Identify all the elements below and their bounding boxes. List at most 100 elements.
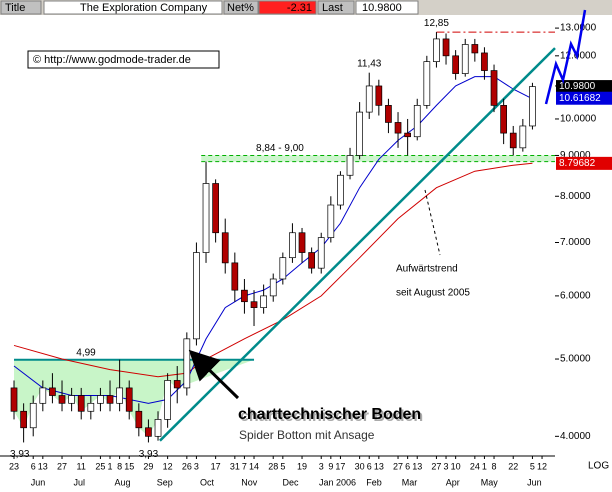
candle-body: [241, 289, 248, 303]
trend-note: seit August 2005: [396, 288, 470, 299]
x-tick-label: 24: [470, 461, 480, 471]
candle-body: [39, 387, 47, 404]
candle-body: [375, 85, 383, 106]
month-label: Mar: [402, 477, 418, 487]
candle-body: [154, 419, 162, 437]
candle-body: [135, 410, 143, 429]
header-cell: [355, 0, 419, 15]
month-label: Nov: [241, 477, 258, 487]
x-tick-label: 13: [374, 461, 384, 471]
x-tick-label: 11: [77, 461, 86, 471]
background-layer: [14, 155, 555, 437]
header-cell: [43, 0, 223, 15]
candle-body: [183, 338, 191, 389]
month-label: Jun: [527, 477, 542, 487]
candle-body: [250, 301, 258, 308]
y-tick-label: 6.0000: [560, 291, 591, 302]
point-label: 12,85: [424, 18, 449, 29]
x-tick-label: 13: [38, 461, 48, 471]
trend-note: Aufwärtstrend: [396, 264, 458, 275]
x-tick-label: 9: [328, 461, 333, 471]
copyright: © http://www.godmode-trader.de: [33, 54, 191, 66]
x-tick-label: 17: [335, 461, 345, 471]
candle-body: [442, 38, 450, 57]
y-tick-label: 9.0000: [560, 150, 591, 161]
header-last: 10.9800: [362, 2, 402, 14]
candle-body: [298, 232, 306, 253]
level-zone: [14, 359, 255, 437]
candle-body: [68, 395, 75, 404]
candle-body: [77, 395, 85, 412]
x-tick-label: 23: [9, 461, 19, 471]
x-tick-label: 12: [537, 461, 547, 471]
level-label: 4,99: [76, 347, 96, 358]
point-label: 11,43: [357, 58, 382, 69]
candle-body: [509, 132, 517, 149]
y-tick-label: 8.0000: [560, 191, 591, 202]
month-label: Feb: [366, 477, 382, 487]
candle-body: [356, 111, 363, 156]
x-tick-label: 7: [242, 461, 247, 471]
candle-body: [365, 85, 373, 113]
candle-body: [260, 295, 267, 308]
y-tick-label: 4.0000: [560, 431, 591, 442]
month-label: Apr: [446, 477, 460, 487]
candle-body: [87, 402, 95, 412]
candle-body: [106, 395, 114, 404]
x-tick-label: 30: [355, 461, 365, 471]
candle-body: [58, 395, 66, 404]
x-tick-label: 17: [211, 461, 221, 471]
price-tag-label: 8.79682: [559, 158, 596, 169]
month-label: Dec: [283, 477, 300, 487]
x-tick-label: 1: [108, 461, 113, 471]
note-connector: [424, 189, 441, 256]
candle-body: [116, 387, 123, 404]
month-label: May: [481, 477, 499, 487]
x-tick-label: 31: [230, 461, 240, 471]
month-label: Oct: [200, 477, 215, 487]
candle-body: [10, 387, 18, 412]
price-tag: [556, 91, 612, 105]
trendline: [159, 47, 556, 442]
price-tag-label: 10.61682: [559, 93, 601, 104]
point-label: 3,93: [139, 449, 159, 460]
candle-body: [29, 402, 37, 429]
x-tick-label: 26: [182, 461, 192, 471]
candle-body: [519, 125, 527, 149]
candle-body: [433, 38, 440, 62]
header-cell: [0, 0, 42, 15]
x-tick-label: 14: [249, 461, 259, 471]
candle-body: [145, 427, 152, 437]
x-tick-label: 25: [95, 461, 105, 471]
candle-body: [452, 55, 459, 74]
candle-body: [289, 232, 296, 259]
month-label: Jul: [74, 477, 86, 487]
x-tick-label: 10: [451, 461, 461, 471]
x-tick-label: 22: [508, 461, 518, 471]
price-tag: [556, 80, 612, 94]
x-tick-label: 28: [268, 461, 278, 471]
candle-body: [423, 61, 431, 106]
forecast-path: [544, 9, 587, 105]
header-title-label: Title: [5, 2, 25, 14]
candle-body: [97, 395, 104, 404]
level-label: 8,84 - 9,00: [256, 143, 304, 154]
callout-title: charttechnischer Boden: [238, 406, 421, 423]
candle-body: [279, 257, 287, 280]
header-last-label: Last: [322, 2, 343, 14]
header-cell: [223, 0, 259, 15]
x-tick-label: 12: [163, 461, 173, 471]
callout-subtitle: Spider Botton mit Ansage: [239, 428, 375, 442]
candle-body: [317, 237, 325, 269]
x-tick-label: 29: [143, 461, 153, 471]
x-tick-label: 6: [31, 461, 36, 471]
header-net-label: Net%: [227, 2, 254, 14]
x-tick-label: 3: [319, 461, 324, 471]
x-tick-label: 19: [297, 461, 307, 471]
candle-body: [413, 105, 421, 138]
candle-body: [404, 132, 411, 138]
candle-body: [231, 262, 239, 291]
scale-label: LOG: [588, 461, 609, 472]
candle-body: [394, 122, 402, 134]
